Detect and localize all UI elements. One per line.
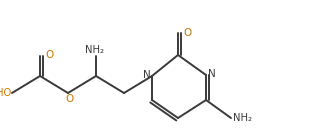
Text: NH₂: NH₂ (233, 113, 252, 123)
Text: HO: HO (0, 88, 11, 98)
Text: N: N (143, 70, 151, 80)
Text: O: O (45, 50, 53, 60)
Text: O: O (65, 94, 73, 104)
Text: NH₂: NH₂ (86, 45, 105, 55)
Text: O: O (183, 28, 191, 38)
Text: N: N (208, 69, 216, 79)
